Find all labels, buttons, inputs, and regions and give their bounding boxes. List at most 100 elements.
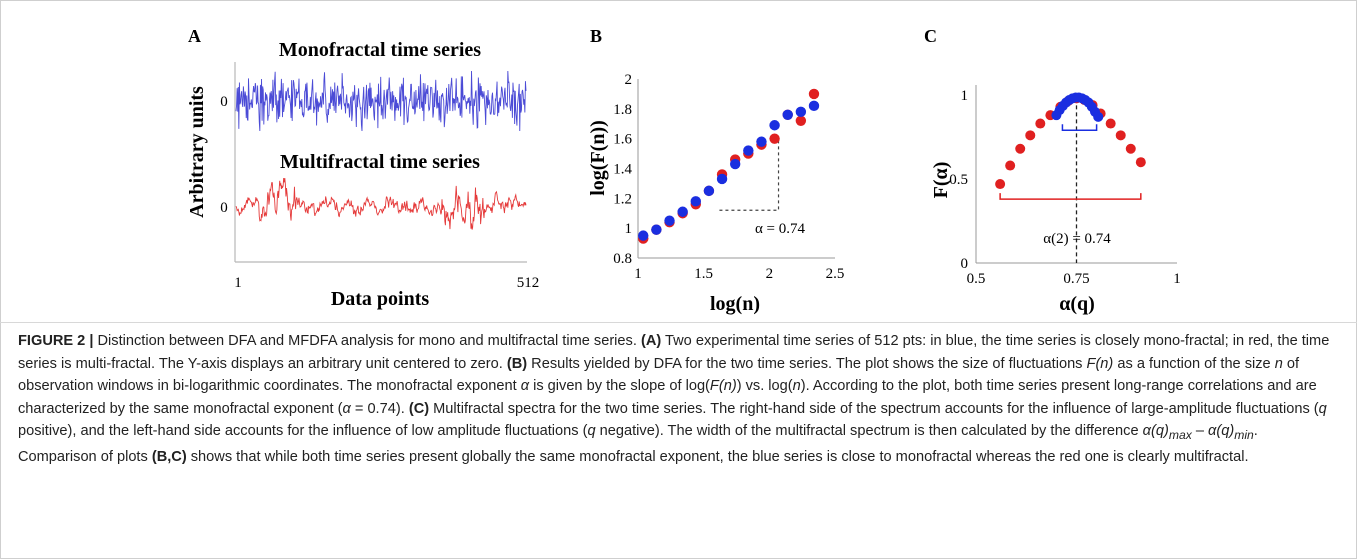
panel-a-title-bottom: Multifractal time series xyxy=(280,151,480,173)
panel-c-red-width-bracket xyxy=(999,193,1142,200)
caption-part: max xyxy=(1168,427,1192,442)
panel-c-y-tick-label: 0.5 xyxy=(949,172,968,188)
caption-part: of observation windows in bi-logarithmic… xyxy=(18,355,1300,395)
caption-part: positive), and the left-hand side accoun… xyxy=(18,423,588,439)
panel-b-red-point xyxy=(808,88,820,100)
panel-b-blue-point xyxy=(782,109,793,121)
caption-part: α(q) xyxy=(1208,423,1235,439)
caption-body: Distinction between DFA and MFDFA analys… xyxy=(18,333,1329,465)
panel-c-red-point xyxy=(1015,143,1026,154)
panel-c-annotation: α(2) = 0.74 xyxy=(1043,231,1111,247)
caption-part: Results yielded by DFA for the two time … xyxy=(527,355,1087,372)
caption-part: ) vs. log( xyxy=(736,378,793,394)
caption-part: Multifractal spectra for the two time se… xyxy=(429,400,1319,417)
panel-c: C F(α) α(q) 0.5 0.75 100.51 α(2) = 0.74 xyxy=(924,26,1181,315)
panel-c-red-point xyxy=(1115,130,1126,141)
panel-a-ylabel: Arbitrary units xyxy=(186,86,208,218)
figure-panels: A Monofractal time series Multifractal t… xyxy=(186,26,1181,315)
panel-a: A Monofractal time series Multifractal t… xyxy=(186,26,539,310)
caption-part: q xyxy=(587,423,596,439)
panel-b-annotation: α = 0.74 xyxy=(755,221,806,237)
panel-a-x-tick-start: 1 xyxy=(234,275,242,291)
panel-c-x-tick-label: 1 xyxy=(1173,271,1181,287)
caption-part: shows that while both time series presen… xyxy=(186,449,1249,466)
panel-c-red-point xyxy=(1005,160,1016,171)
caption-part: Two experimental time series of 512 pts:… xyxy=(18,333,1330,372)
caption-part: min xyxy=(1234,427,1254,442)
caption-part: α(q) xyxy=(1142,423,1169,439)
panel-b-blue-point xyxy=(664,215,675,226)
panel-c-red-point xyxy=(995,179,1006,190)
panel-b-points xyxy=(638,88,820,244)
panel-c-x-tick-label: 0.75 xyxy=(1063,271,1089,287)
panel-b-blue-point xyxy=(795,106,807,118)
panel-c-red-point xyxy=(1035,118,1046,129)
caption-part: (A) xyxy=(640,333,662,349)
panel-c-red-point xyxy=(1025,130,1036,141)
panel-b-y-tick-label: 1.6 xyxy=(613,132,632,148)
panel-c-blue-width-bracket xyxy=(1061,124,1098,132)
panel-b-blue-point xyxy=(769,120,780,131)
panel-a-xlabel: Data points xyxy=(331,288,430,310)
panel-b-y-tick-label: 1 xyxy=(625,221,633,237)
panel-c-x-tick-label: 0.5 xyxy=(967,271,986,287)
caption-part: F(n) xyxy=(709,378,737,394)
panel-a-x-tick-end: 512 xyxy=(517,275,540,291)
caption-part: – xyxy=(1191,423,1209,439)
caption-part: n xyxy=(792,378,801,394)
panel-b-blue-point xyxy=(638,230,649,241)
caption-part: = 0.74). xyxy=(350,400,409,417)
panel-b-y-tick-label: 1.4 xyxy=(613,162,632,178)
panel-c-letter: C xyxy=(924,26,937,46)
panel-b-blue-point xyxy=(677,206,688,217)
panel-b-red-point xyxy=(769,133,780,144)
panel-c-red-point xyxy=(1125,143,1136,154)
caption-part: as a function of the size xyxy=(1113,355,1275,372)
caption-part: α xyxy=(342,400,351,417)
panel-b-y-tick-label: 1.2 xyxy=(613,191,632,207)
caption-part: α xyxy=(520,378,530,394)
panel-b-letter: B xyxy=(590,26,602,46)
caption-divider xyxy=(0,322,1357,323)
monofractal-series-line xyxy=(235,70,527,132)
caption-part: is given by the slope of log( xyxy=(529,378,710,394)
panel-b-blue-point xyxy=(651,224,662,235)
panel-b-y-tick-label: 1.8 xyxy=(613,102,632,118)
panel-b-x-tick-label: 1.5 xyxy=(694,266,713,282)
caption-part: . Comparison of plots xyxy=(18,423,1258,466)
panel-b-x-tick-label: 1 xyxy=(634,266,642,282)
panel-b-blue-point xyxy=(729,158,741,170)
panel-b-axes: 1 1.5 2 2.50.811.21.41.61.82 xyxy=(613,72,844,282)
panel-b-blue-point xyxy=(716,173,728,185)
figure-caption: FIGURE 2 | Distinction between DFA and M… xyxy=(18,330,1340,469)
panel-b-x-tick-label: 2.5 xyxy=(826,266,845,282)
panel-b-slope-guide xyxy=(719,138,780,211)
caption-part: (C) xyxy=(408,400,430,417)
panel-b-xlabel: log(n) xyxy=(710,293,760,315)
panel-c-y-tick-label: 0 xyxy=(961,256,969,272)
panel-c-extras xyxy=(999,98,1142,263)
panel-b: B log(F(n)) log(n) α = 0.74 1 1.5 2 2.50.81… xyxy=(587,26,844,315)
panel-b-blue-point xyxy=(703,185,715,197)
caption-label: FIGURE 2 | xyxy=(18,333,94,349)
caption-part: n xyxy=(1274,355,1283,372)
caption-part: (B,C) xyxy=(151,449,187,466)
panel-b-red-point xyxy=(795,115,807,126)
caption-part: F(n) xyxy=(1086,355,1114,372)
panel-a-title-top: Monofractal time series xyxy=(279,39,481,61)
caption-part: (B) xyxy=(506,355,528,372)
caption-part: q xyxy=(1318,400,1327,417)
panel-c-y-tick-label: 1 xyxy=(961,88,969,104)
panel-c-xlabel: α(q) xyxy=(1059,293,1095,315)
panel-b-x-tick-label: 2 xyxy=(766,266,774,282)
panel-b-y-tick-label: 0.8 xyxy=(613,251,632,267)
panel-c-points xyxy=(995,92,1146,190)
panel-b-y-tick-label: 2 xyxy=(625,72,633,88)
multifractal-series-line xyxy=(235,177,527,230)
caption-part: Distinction between DFA and MFDFA analys… xyxy=(93,333,641,349)
panel-a-tick-zero-top: 0 xyxy=(220,94,228,110)
panel-c-blue-point xyxy=(1093,111,1104,122)
caption-part: ). According to the plot, both time seri… xyxy=(18,378,1317,417)
panel-c-red-point xyxy=(1135,157,1146,168)
panel-b-slope-guide-line xyxy=(719,138,780,211)
